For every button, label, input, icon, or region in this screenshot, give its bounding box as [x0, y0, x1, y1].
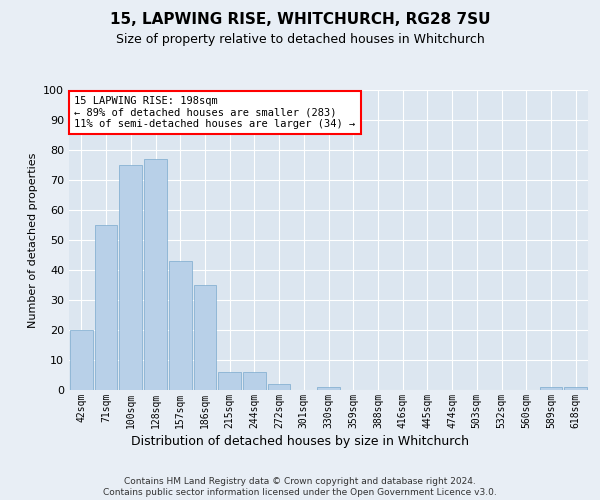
- Bar: [194, 285, 216, 390]
- Bar: [268, 384, 290, 390]
- Y-axis label: Number of detached properties: Number of detached properties: [28, 152, 38, 328]
- Bar: [144, 159, 167, 390]
- Bar: [317, 387, 340, 390]
- Bar: [70, 330, 93, 390]
- Bar: [564, 387, 587, 390]
- Bar: [119, 165, 142, 390]
- Bar: [539, 387, 562, 390]
- Text: Distribution of detached houses by size in Whitchurch: Distribution of detached houses by size …: [131, 435, 469, 448]
- Text: 15, LAPWING RISE, WHITCHURCH, RG28 7SU: 15, LAPWING RISE, WHITCHURCH, RG28 7SU: [110, 12, 490, 28]
- Text: Contains HM Land Registry data © Crown copyright and database right 2024.
Contai: Contains HM Land Registry data © Crown c…: [103, 478, 497, 497]
- Text: 15 LAPWING RISE: 198sqm
← 89% of detached houses are smaller (283)
11% of semi-d: 15 LAPWING RISE: 198sqm ← 89% of detache…: [74, 96, 355, 129]
- Bar: [169, 261, 191, 390]
- Text: Size of property relative to detached houses in Whitchurch: Size of property relative to detached ho…: [116, 32, 484, 46]
- Bar: [95, 225, 118, 390]
- Bar: [243, 372, 266, 390]
- Bar: [218, 372, 241, 390]
